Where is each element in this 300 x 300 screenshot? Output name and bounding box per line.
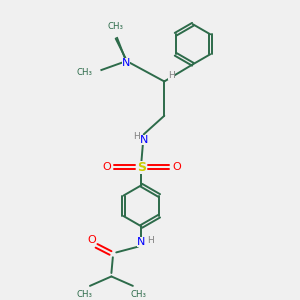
- Text: N: N: [140, 135, 148, 145]
- Text: O: O: [88, 235, 96, 244]
- Text: O: O: [172, 162, 181, 172]
- Text: CH₃: CH₃: [77, 68, 93, 77]
- Text: CH₃: CH₃: [130, 290, 147, 299]
- Text: H: H: [133, 132, 140, 141]
- Text: N: N: [137, 237, 145, 247]
- Text: N: N: [122, 58, 130, 68]
- Text: O: O: [102, 162, 111, 172]
- Text: CH₃: CH₃: [108, 22, 124, 31]
- Text: CH₃: CH₃: [76, 290, 92, 299]
- Text: S: S: [137, 161, 146, 174]
- Text: H: H: [147, 236, 154, 244]
- Text: H: H: [168, 71, 175, 80]
